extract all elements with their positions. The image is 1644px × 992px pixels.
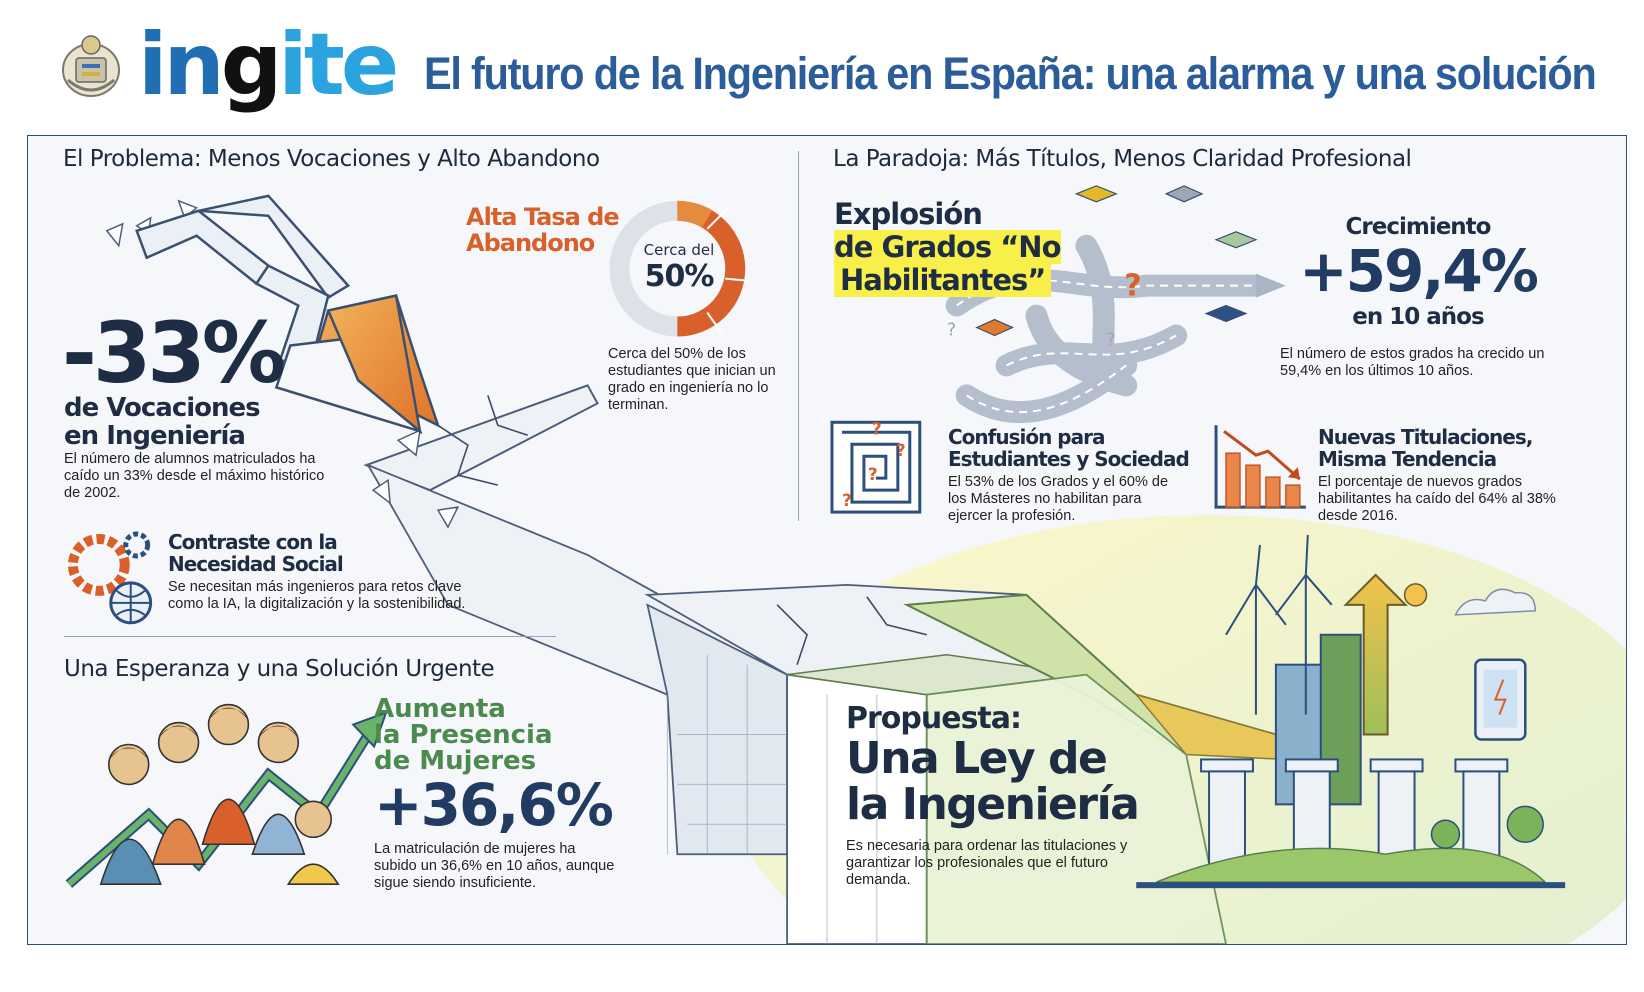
paradox-section-title: La Paradoja: Más Títulos, Menos Claridad… (833, 146, 1412, 172)
svg-text:?: ? (1106, 329, 1116, 350)
vocations-label: de Vocaciones en Ingeniería (64, 393, 261, 451)
dropout-description: Cerca del 50% de los estudiantes que ini… (608, 346, 776, 413)
new-titles-description: El porcentaje de nuevos grados habilitan… (1318, 474, 1556, 524)
svg-text:?: ? (896, 440, 906, 460)
svg-text:?: ? (947, 320, 957, 341)
ingite-logo: ingite (138, 15, 399, 115)
dropout-title: Alta Tasa de Abandono (466, 203, 620, 257)
section-divider-horizontal (64, 636, 556, 637)
contrast-description: Se necesitan más ingenieros para retos c… (168, 579, 466, 612)
confusion-title: Confusión para Estudiantes y Sociedad (948, 425, 1190, 471)
proposal-label: Propuesta: (846, 701, 1022, 736)
hope-section-title: Una Esperanza y una Solución Urgente (64, 656, 495, 682)
infographic-panel: ? ? ? ? ? ? ? (27, 135, 1627, 945)
women-group-icon (65, 703, 388, 888)
women-description: La matriculación de mujeres ha subido un… (374, 841, 615, 891)
svg-text:?: ? (1124, 269, 1141, 304)
declining-chart-icon (1214, 425, 1306, 509)
confusion-description: El 53% de los Grados y el 60% de los Más… (948, 474, 1169, 524)
women-title: Aumenta la Presencia de Mujeres (374, 694, 553, 776)
svg-text:?: ? (842, 490, 852, 510)
vocations-description: El número de alumnos matriculados ha caí… (64, 451, 325, 501)
svg-text:?: ? (872, 418, 882, 438)
future-city-illustration (1136, 534, 1566, 889)
graduation-cap-icon (975, 185, 1258, 337)
contrast-title: Contraste con la Necesidad Social (168, 530, 344, 576)
women-value: +36,6% (374, 771, 614, 839)
page-title: El futuro de la Ingeniería en España: un… (424, 48, 1597, 99)
growth-block: Crecimiento +59,4% en 10 años (1299, 214, 1539, 330)
proposal-description: Es necesaria para ordenar las titulacion… (846, 838, 1128, 888)
section-divider-vertical (798, 151, 799, 521)
proposal-title: Una Ley de la Ingeniería (846, 733, 1140, 830)
coat-of-arms-icon (58, 30, 124, 102)
explosion-title: Explosión de Grados “No Habilitantes” (834, 197, 1061, 297)
new-titles-title: Nuevas Titulaciones, Misma Tendencia (1318, 425, 1533, 471)
vocations-value: -33% (62, 304, 286, 402)
problem-section-title: El Problema: Menos Vocaciones y Alto Aba… (63, 146, 600, 172)
gear-globe-icon (67, 531, 153, 625)
growth-description: El número de estos grados ha crecido un … (1280, 346, 1545, 379)
dropout-gauge-label: Cerca del 50% (643, 241, 715, 294)
broken-road-illustration: ? ? ? ? ? ? ? (65, 185, 1626, 944)
svg-text:?: ? (868, 464, 878, 484)
maze-icon: ? ? ? ? (830, 418, 922, 514)
dropout-gauge (609, 200, 748, 337)
